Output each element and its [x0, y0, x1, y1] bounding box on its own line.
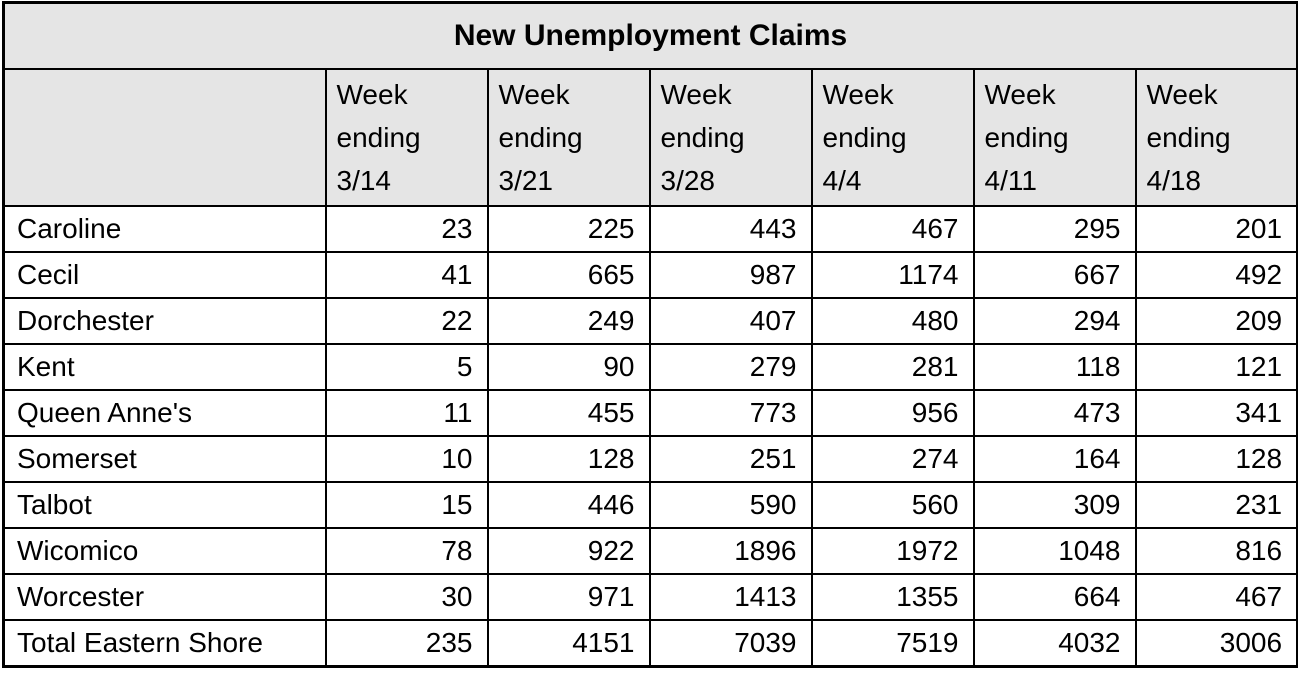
value-cell: 773	[648, 389, 813, 437]
row-label: Cecil	[2, 251, 327, 299]
row-label: Kent	[2, 343, 327, 391]
table-row: Somerset 10 128 251 274 164 128	[2, 435, 1298, 483]
value-cell: 118	[972, 343, 1137, 391]
value-cell: 492	[1134, 251, 1298, 299]
value-cell: 956	[810, 389, 975, 437]
value-cell: 665	[486, 251, 651, 299]
value-cell: 41	[324, 251, 489, 299]
value-cell: 251	[648, 435, 813, 483]
table-row: Cecil 41 665 987 1174 667 492	[2, 251, 1298, 299]
value-cell: 467	[810, 205, 975, 253]
value-cell: 22	[324, 297, 489, 345]
value-cell: 279	[648, 343, 813, 391]
unemployment-claims-table: New Unemployment Claims Week ending 3/14…	[2, 1, 1298, 668]
value-cell: 3006	[1134, 619, 1298, 668]
value-cell: 30	[324, 573, 489, 621]
row-label: Talbot	[2, 481, 327, 529]
table-row: Worcester 30 971 1413 1355 664 467	[2, 573, 1298, 621]
table-title: New Unemployment Claims	[2, 1, 1298, 70]
value-cell: 11	[324, 389, 489, 437]
value-cell: 128	[1134, 435, 1298, 483]
table-title-row: New Unemployment Claims	[2, 1, 1298, 70]
value-cell: 4151	[486, 619, 651, 668]
column-header-row: Week ending 3/14 Week ending 3/21 Week e…	[2, 68, 1298, 207]
value-cell: 201	[1134, 205, 1298, 253]
value-cell: 5	[324, 343, 489, 391]
value-cell: 1174	[810, 251, 975, 299]
value-cell: 164	[972, 435, 1137, 483]
table-row: Caroline 23 225 443 467 295 201	[2, 205, 1298, 253]
value-cell: 295	[972, 205, 1137, 253]
value-cell: 10	[324, 435, 489, 483]
value-cell: 23	[324, 205, 489, 253]
value-cell: 1413	[648, 573, 813, 621]
row-label: Queen Anne's	[2, 389, 327, 437]
table-total-row: Total Eastern Shore 235 4151 7039 7519 4…	[2, 619, 1298, 668]
value-cell: 922	[486, 527, 651, 575]
value-cell: 667	[972, 251, 1137, 299]
col-header-week-6: Week ending 4/18	[1134, 68, 1298, 207]
table-row: Dorchester 22 249 407 480 294 209	[2, 297, 1298, 345]
value-cell: 467	[1134, 573, 1298, 621]
value-cell: 446	[486, 481, 651, 529]
row-label: Caroline	[2, 205, 327, 253]
value-cell: 1355	[810, 573, 975, 621]
value-cell: 90	[486, 343, 651, 391]
value-cell: 455	[486, 389, 651, 437]
row-label: Dorchester	[2, 297, 327, 345]
value-cell: 407	[648, 297, 813, 345]
table-row: Talbot 15 446 590 560 309 231	[2, 481, 1298, 529]
value-cell: 7039	[648, 619, 813, 668]
value-cell: 987	[648, 251, 813, 299]
row-label: Wicomico	[2, 527, 327, 575]
value-cell: 4032	[972, 619, 1137, 668]
row-label: Somerset	[2, 435, 327, 483]
value-cell: 231	[1134, 481, 1298, 529]
value-cell: 480	[810, 297, 975, 345]
value-cell: 121	[1134, 343, 1298, 391]
table-row: Wicomico 78 922 1896 1972 1048 816	[2, 527, 1298, 575]
col-header-week-5: Week ending 4/11	[972, 68, 1137, 207]
value-cell: 281	[810, 343, 975, 391]
value-cell: 664	[972, 573, 1137, 621]
table-row: Queen Anne's 11 455 773 956 473 341	[2, 389, 1298, 437]
corner-header-cell	[2, 68, 327, 207]
value-cell: 473	[972, 389, 1137, 437]
value-cell: 249	[486, 297, 651, 345]
value-cell: 128	[486, 435, 651, 483]
value-cell: 443	[648, 205, 813, 253]
value-cell: 560	[810, 481, 975, 529]
value-cell: 1972	[810, 527, 975, 575]
table-row: Kent 5 90 279 281 118 121	[2, 343, 1298, 391]
value-cell: 7519	[810, 619, 975, 668]
value-cell: 309	[972, 481, 1137, 529]
value-cell: 1048	[972, 527, 1137, 575]
value-cell: 971	[486, 573, 651, 621]
col-header-week-3: Week ending 3/28	[648, 68, 813, 207]
value-cell: 225	[486, 205, 651, 253]
col-header-week-1: Week ending 3/14	[324, 68, 489, 207]
value-cell: 78	[324, 527, 489, 575]
row-label-total: Total Eastern Shore	[2, 619, 327, 668]
value-cell: 235	[324, 619, 489, 668]
value-cell: 209	[1134, 297, 1298, 345]
value-cell: 816	[1134, 527, 1298, 575]
row-label: Worcester	[2, 573, 327, 621]
value-cell: 274	[810, 435, 975, 483]
value-cell: 15	[324, 481, 489, 529]
value-cell: 294	[972, 297, 1137, 345]
value-cell: 590	[648, 481, 813, 529]
value-cell: 1896	[648, 527, 813, 575]
value-cell: 341	[1134, 389, 1298, 437]
col-header-week-2: Week ending 3/21	[486, 68, 651, 207]
col-header-week-4: Week ending 4/4	[810, 68, 975, 207]
